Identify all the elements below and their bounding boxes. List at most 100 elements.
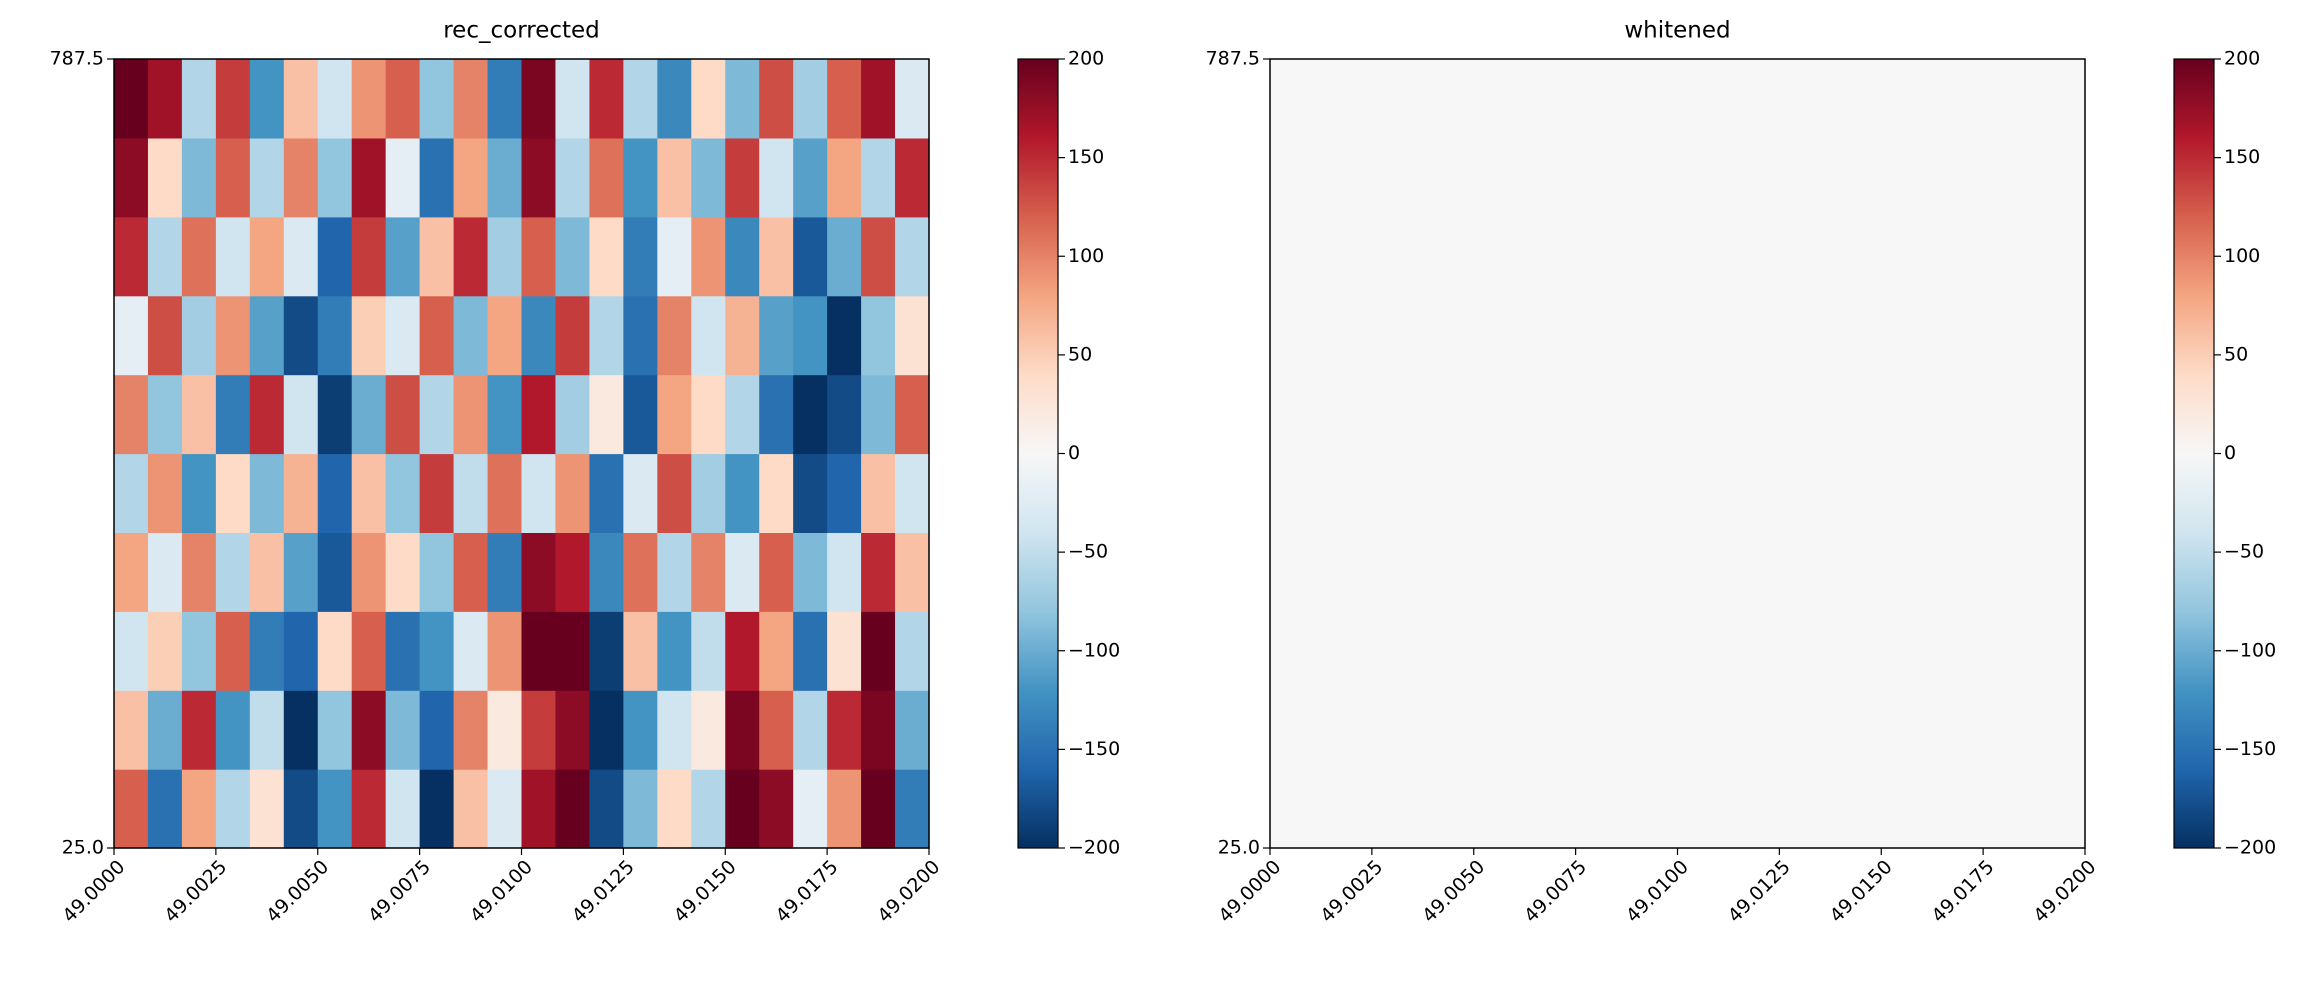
heatmap-cell <box>249 374 285 455</box>
heatmap-cell <box>114 453 149 533</box>
heatmap-cell <box>2003 690 2086 849</box>
heatmap-cell <box>725 611 760 691</box>
heatmap-cell <box>317 59 353 139</box>
heatmap-cell <box>1596 216 1679 376</box>
heatmap-cell <box>827 453 862 533</box>
colorbar-tick-label: −100 <box>1068 639 1120 661</box>
heatmap-cell <box>589 59 624 139</box>
heatmap-cell <box>114 137 149 218</box>
heatmap-cell <box>283 453 319 533</box>
heatmap-cell <box>725 453 760 533</box>
heatmap-cell <box>657 769 692 849</box>
heatmap-cell <box>555 295 591 376</box>
heatmap-cell <box>249 532 285 612</box>
x-tick-label: 49.0125 <box>568 856 639 927</box>
heatmap-cell <box>555 374 591 455</box>
heatmap-cell <box>521 216 557 297</box>
heatmap-cell <box>114 216 149 297</box>
heatmap-cell <box>385 374 421 455</box>
heatmap-cell <box>657 295 692 376</box>
y-tick-label: 787.5 <box>50 48 104 70</box>
heatmap-cell <box>861 769 896 849</box>
heatmap-cell <box>419 295 455 376</box>
heatmap-cell <box>351 769 387 849</box>
heatmap-cell <box>1270 374 1353 533</box>
heatmap-cell <box>861 295 896 376</box>
heatmap-cell <box>385 453 421 533</box>
heatmap-cell <box>725 690 760 770</box>
heatmap-cell <box>1677 59 1760 218</box>
y-tick-label: 25.0 <box>1218 837 1260 859</box>
heatmap-cell <box>1514 374 1597 533</box>
colorbar-tick-label: 200 <box>2224 48 2260 70</box>
heatmap-cell <box>759 295 794 376</box>
heatmap-cell <box>895 453 930 533</box>
heatmap-cell <box>623 137 658 218</box>
heatmap-cell <box>759 532 794 612</box>
heatmap-cell <box>215 374 251 455</box>
heatmap-cell <box>691 532 726 612</box>
heatmap-cell <box>419 611 455 691</box>
heatmap-cell <box>657 453 692 533</box>
heatmap-cell <box>147 611 183 691</box>
heatmap-cell <box>114 532 149 612</box>
colorbar-tick-label: 150 <box>1068 146 1104 168</box>
heatmap-cell <box>181 216 217 297</box>
heatmap-cell <box>1759 690 1842 849</box>
heatmap-cell <box>1433 532 1516 691</box>
heatmap-cell <box>453 611 489 691</box>
heatmap-cell <box>487 532 523 612</box>
heatmap-cell <box>283 295 319 376</box>
heatmap-cell <box>725 216 760 297</box>
heatmap-cell <box>623 690 658 770</box>
heatmap-cell <box>1596 690 1679 849</box>
heatmap-cell <box>249 295 285 376</box>
x-tick-label: 49.0050 <box>262 856 333 927</box>
heatmap-cell <box>759 453 794 533</box>
x-tick-label: 49.0075 <box>364 856 435 927</box>
heatmap-cell <box>589 374 624 455</box>
heatmap-cell <box>385 59 421 139</box>
heatmap-cell <box>147 453 183 533</box>
heatmap-cell <box>1677 374 1760 533</box>
heatmap-cell <box>453 295 489 376</box>
heatmap-cell <box>861 59 896 139</box>
heatmap-cell <box>895 532 930 612</box>
heatmap-cell <box>487 137 523 218</box>
heatmap-cell <box>181 611 217 691</box>
heatmap-cell <box>623 59 658 139</box>
heatmap-cell <box>283 532 319 612</box>
heatmap-cell <box>317 295 353 376</box>
heatmap-cell <box>351 690 387 770</box>
heatmap-cell <box>589 532 624 612</box>
y-tick-label: 787.5 <box>1206 48 1260 70</box>
heatmap-cell <box>249 137 285 218</box>
heatmap-cell <box>351 216 387 297</box>
heatmap-cell <box>1677 532 1760 691</box>
heatmap-cell <box>1840 216 1923 376</box>
heatmap-cell <box>827 374 862 455</box>
heatmap-cell <box>793 532 828 612</box>
heatmap-cell <box>453 137 489 218</box>
heatmap-cell <box>283 690 319 770</box>
heatmap-cell <box>283 137 319 218</box>
heatmap-cell <box>1759 59 1842 218</box>
heatmap-cell <box>827 295 862 376</box>
x-tick-label: 49.0200 <box>873 856 944 927</box>
heatmap-cell <box>793 59 828 139</box>
heatmap-cell <box>147 690 183 770</box>
heatmap-cell <box>1433 59 1516 218</box>
heatmap-cell <box>657 374 692 455</box>
heatmap-cell <box>691 59 726 139</box>
heatmap-cell <box>453 59 489 139</box>
heatmap-cell <box>827 769 862 849</box>
heatmap-cell <box>317 453 353 533</box>
heatmap-cell <box>1759 216 1842 376</box>
x-tick-label: 49.0000 <box>1214 856 1285 927</box>
heatmap-cell <box>1922 216 2005 376</box>
heatmap-cell <box>895 295 930 376</box>
x-tick-label: 49.0075 <box>1520 856 1591 927</box>
heatmap-cell <box>759 769 794 849</box>
heatmap-cell <box>1922 532 2005 691</box>
